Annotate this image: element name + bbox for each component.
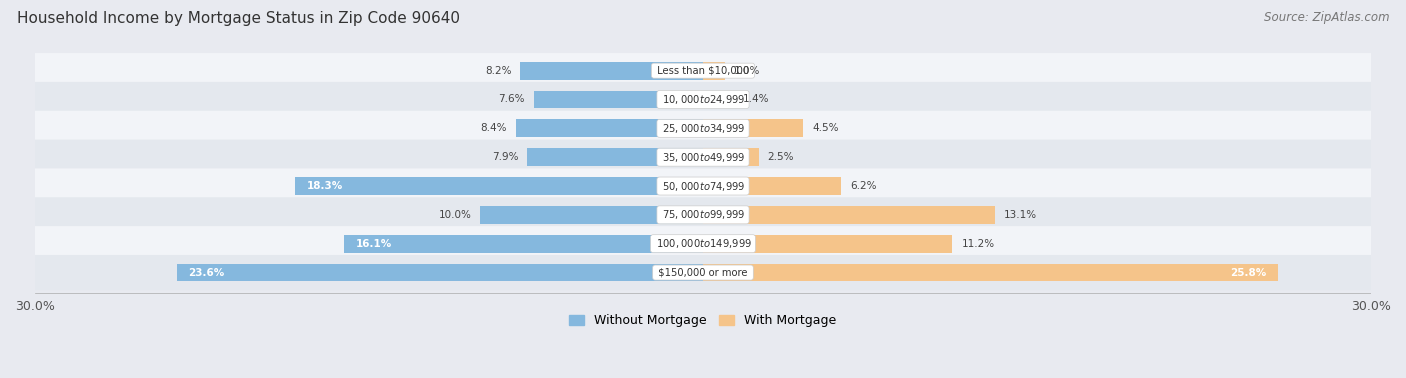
Bar <box>516 119 703 137</box>
Text: $10,000 to $24,999: $10,000 to $24,999 <box>659 93 747 106</box>
Legend: Without Mortgage, With Mortgage: Without Mortgage, With Mortgage <box>564 309 842 332</box>
Text: $50,000 to $74,999: $50,000 to $74,999 <box>659 180 747 192</box>
Bar <box>344 235 703 253</box>
Text: 2.5%: 2.5% <box>768 152 794 162</box>
Bar <box>177 263 703 282</box>
Text: 18.3%: 18.3% <box>307 181 343 191</box>
Text: $75,000 to $99,999: $75,000 to $99,999 <box>659 208 747 222</box>
Bar <box>703 206 994 224</box>
Bar <box>520 62 703 80</box>
FancyBboxPatch shape <box>21 82 1385 117</box>
Text: 1.4%: 1.4% <box>744 94 769 104</box>
Text: 25.8%: 25.8% <box>1230 268 1267 277</box>
Text: Household Income by Mortgage Status in Zip Code 90640: Household Income by Mortgage Status in Z… <box>17 11 460 26</box>
Text: 16.1%: 16.1% <box>356 239 392 249</box>
FancyBboxPatch shape <box>21 197 1385 232</box>
Text: $35,000 to $49,999: $35,000 to $49,999 <box>659 151 747 164</box>
FancyBboxPatch shape <box>21 111 1385 146</box>
Text: Source: ZipAtlas.com: Source: ZipAtlas.com <box>1264 11 1389 24</box>
Bar <box>703 177 841 195</box>
Bar <box>703 119 803 137</box>
Text: 7.6%: 7.6% <box>498 94 524 104</box>
Text: $150,000 or more: $150,000 or more <box>655 268 751 277</box>
Bar <box>703 62 725 80</box>
FancyBboxPatch shape <box>21 169 1385 204</box>
Text: Less than $10,000: Less than $10,000 <box>654 66 752 76</box>
FancyBboxPatch shape <box>21 139 1385 175</box>
Text: $25,000 to $34,999: $25,000 to $34,999 <box>659 122 747 135</box>
Text: 11.2%: 11.2% <box>962 239 994 249</box>
Text: 23.6%: 23.6% <box>188 268 225 277</box>
Text: 10.0%: 10.0% <box>439 210 471 220</box>
Text: $100,000 to $149,999: $100,000 to $149,999 <box>652 237 754 250</box>
Bar <box>703 148 759 166</box>
Bar <box>481 206 703 224</box>
FancyBboxPatch shape <box>21 226 1385 261</box>
Bar <box>295 177 703 195</box>
Text: 8.4%: 8.4% <box>481 123 508 133</box>
FancyBboxPatch shape <box>21 53 1385 88</box>
Bar <box>534 91 703 108</box>
Bar <box>703 235 952 253</box>
Bar <box>703 263 1278 282</box>
Text: 6.2%: 6.2% <box>851 181 876 191</box>
Bar <box>703 91 734 108</box>
Bar <box>527 148 703 166</box>
Text: 4.5%: 4.5% <box>813 123 838 133</box>
FancyBboxPatch shape <box>21 255 1385 290</box>
Text: 1.0%: 1.0% <box>734 66 761 76</box>
Text: 13.1%: 13.1% <box>1004 210 1036 220</box>
Text: 7.9%: 7.9% <box>492 152 519 162</box>
Text: 8.2%: 8.2% <box>485 66 512 76</box>
